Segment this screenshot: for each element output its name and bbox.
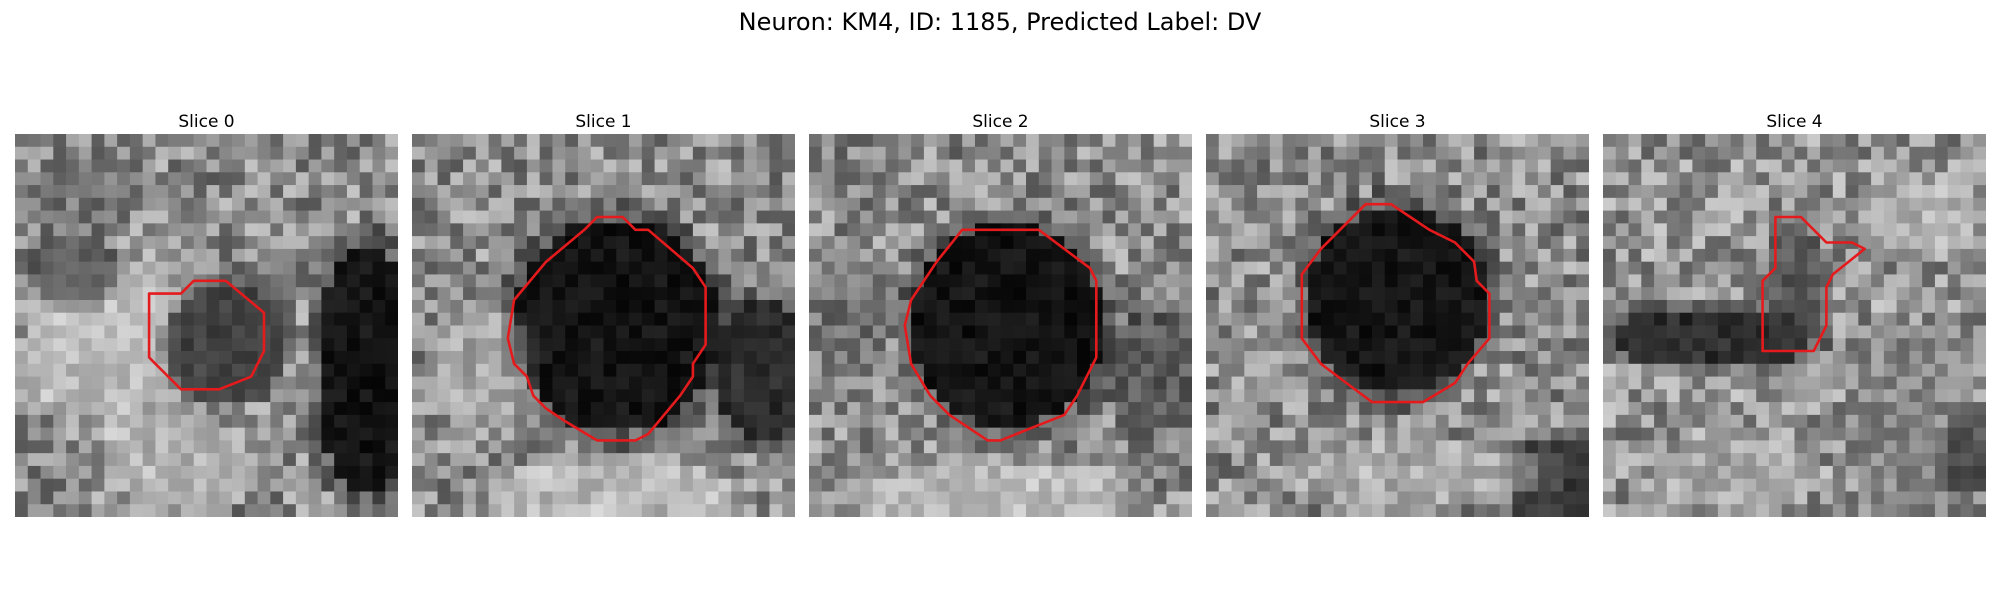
cell-contour	[506, 215, 707, 442]
slice-title: Slice 3	[1369, 112, 1426, 132]
slice-panel-4: Slice 4	[1603, 110, 1986, 517]
slice-panel-0: Slice 0	[15, 110, 398, 517]
slice-image	[1603, 134, 1986, 517]
slice-image	[15, 134, 398, 517]
slice-title: Slice 4	[1766, 112, 1823, 132]
figure-title: Neuron: KM4, ID: 1185, Predicted Label: …	[738, 8, 1262, 36]
slice-title: Slice 0	[178, 112, 235, 132]
slice-image	[412, 134, 795, 517]
cell-contour	[1300, 202, 1491, 404]
cell-contour	[903, 228, 1098, 442]
slice-title: Slice 1	[575, 112, 632, 132]
slice-panel-2: Slice 2	[809, 110, 1192, 517]
slice-panel-3: Slice 3	[1206, 110, 1589, 517]
slice-image	[1206, 134, 1589, 517]
cell-contour	[147, 279, 266, 391]
cell-contour	[1761, 215, 1867, 353]
slice-title: Slice 2	[972, 112, 1029, 132]
slice-panel-1: Slice 1	[412, 110, 795, 517]
slice-image	[809, 134, 1192, 517]
